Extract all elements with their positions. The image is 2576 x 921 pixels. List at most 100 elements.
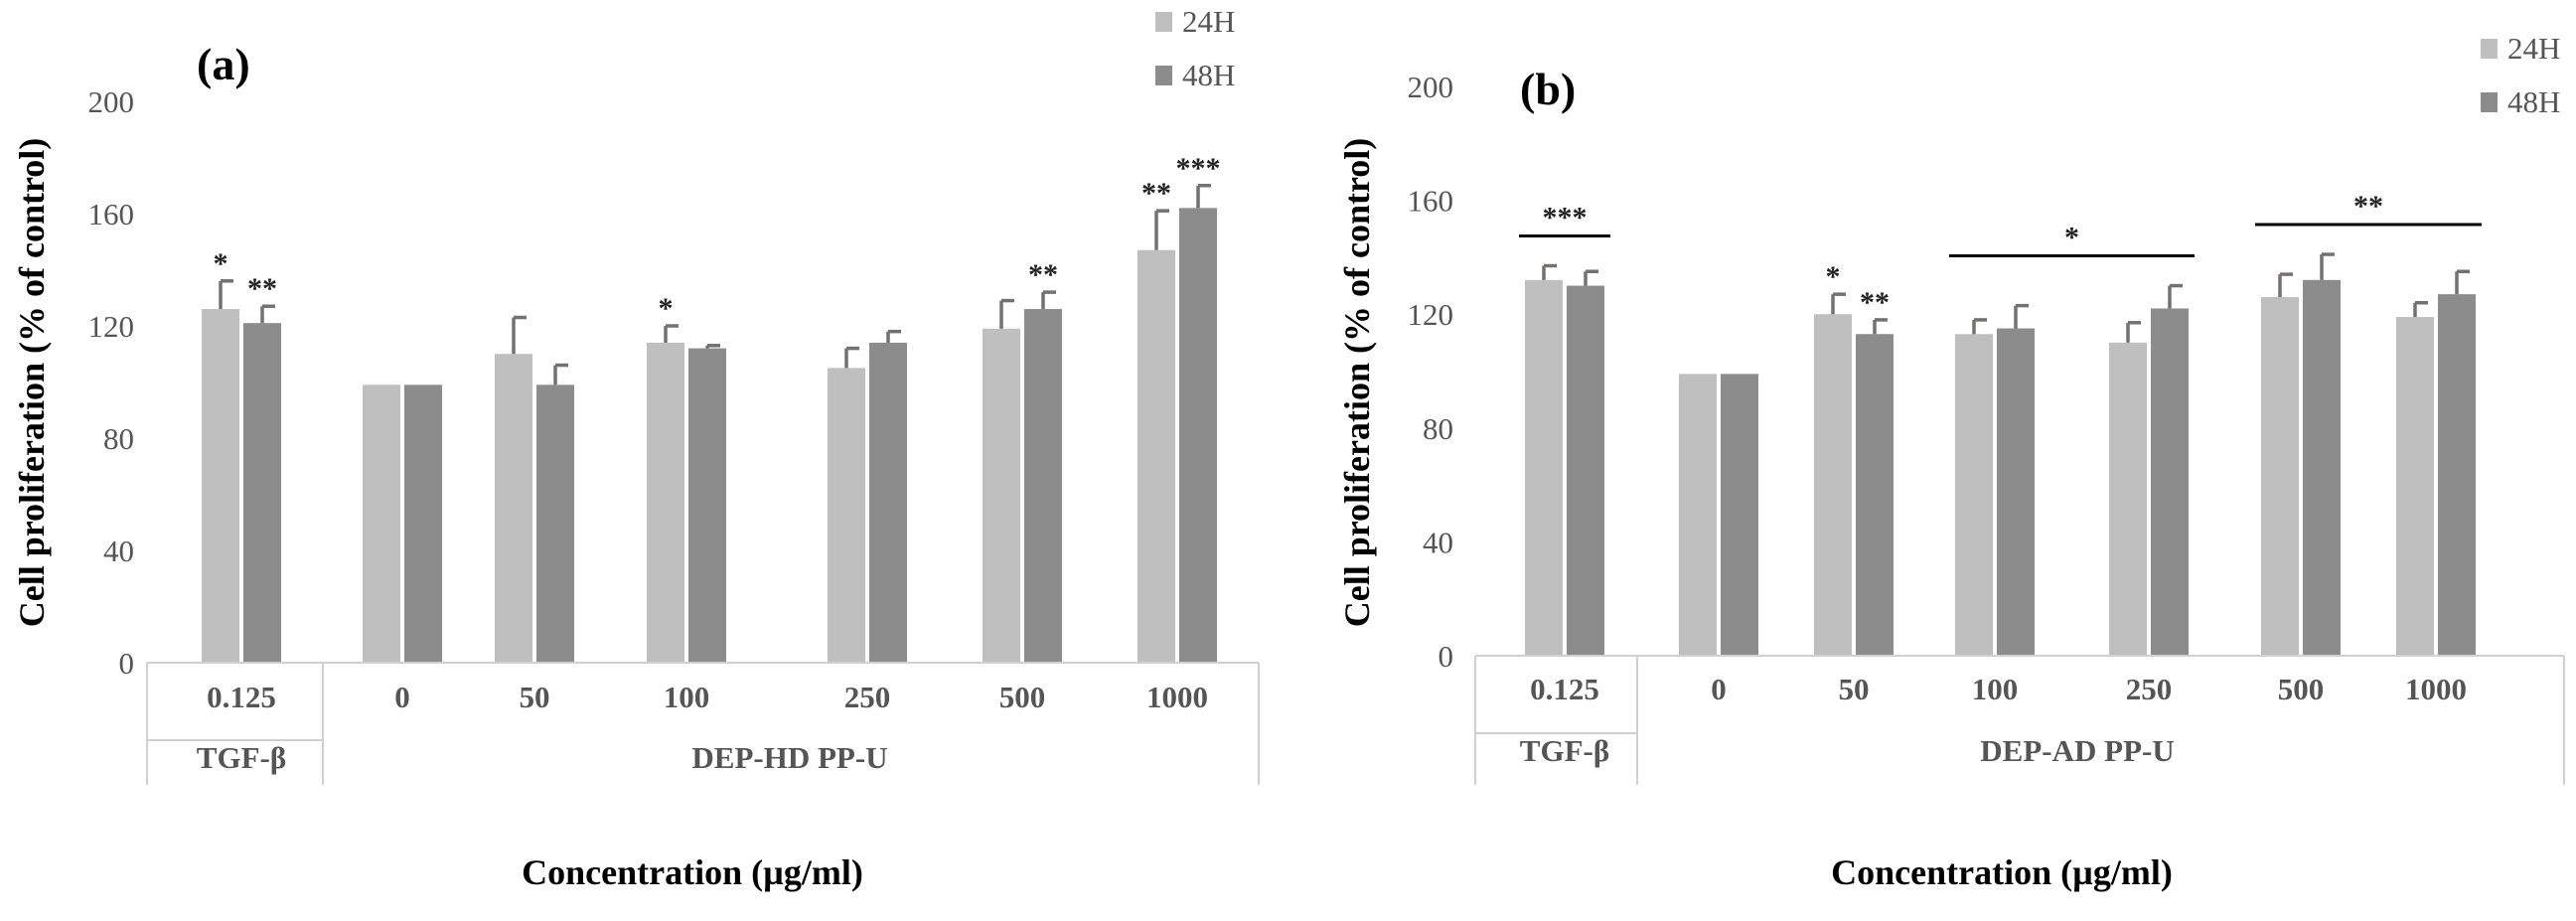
a-category-label: 250	[844, 680, 891, 714]
panel-b-error-bars	[1542, 252, 2470, 343]
b-bar-48h-2	[1856, 334, 1894, 656]
panel-b-group-labels: TGF-β DEP-AD PP-U	[1520, 733, 2175, 768]
a-bar-24h-6	[1137, 249, 1175, 663]
a-bar-24h-1	[363, 384, 400, 663]
a-bar-48h-4	[869, 342, 907, 663]
panel-b-significance-brackets: ******	[1519, 190, 2482, 258]
b-category-label: 50	[1839, 672, 1870, 706]
panel-a-y-axis-title: Cell proliferation (% of control)	[12, 138, 52, 628]
panel-a-group-labels: TGF-β DEP-HD PP-U	[197, 740, 888, 775]
b-group-label: TGF-β	[1520, 733, 1609, 768]
a-y-tick-label: 0	[119, 646, 135, 681]
a-bar-48h-6	[1179, 208, 1217, 663]
b-bar-24h-6	[2396, 317, 2434, 656]
a-group-label: DEP-HD PP-U	[691, 740, 887, 775]
b-bar-24h-2	[1814, 314, 1852, 656]
b-bar-24h-0	[1525, 279, 1563, 656]
panel-b-label: (b)	[1520, 64, 1576, 114]
b-group-label: DEP-AD PP-U	[1980, 733, 2174, 768]
panel-b-legend: 24H 48H	[2481, 31, 2560, 119]
b-bar-24h-4	[2109, 342, 2147, 656]
b-legend-label: 24H	[2507, 31, 2560, 66]
a-group-label: TGF-β	[197, 740, 286, 775]
panel-a-error-bars	[219, 184, 1211, 385]
b-y-tick-label: 0	[1439, 639, 1454, 674]
a-bar-24h-2	[495, 354, 532, 663]
a-category-label: 0.125	[207, 680, 276, 714]
b-bracket-label-2: **	[2353, 190, 2383, 223]
panel-a-label: (a)	[197, 39, 250, 89]
b-y-tick-label: 160	[1408, 184, 1454, 219]
panel-b-y-ticks: 0 40 80 120 160 200	[1408, 70, 1454, 674]
b-category-label: 0	[1711, 672, 1727, 706]
b-bar-48h-6	[2438, 294, 2476, 656]
b-bar-24h-3	[1955, 334, 1993, 656]
a-sig-label: ***	[1176, 152, 1221, 185]
panel-a-x-axis-title: Concentration (µg/ml)	[522, 852, 863, 892]
a-category-label: 500	[999, 680, 1046, 714]
panel-a-bars	[202, 208, 1217, 663]
a-y-tick-label: 80	[103, 421, 134, 456]
a-category-label: 100	[664, 680, 710, 714]
a-legend-swatch-48h	[1155, 66, 1172, 85]
b-bar-48h-0	[1567, 285, 1604, 656]
a-sig-label: *	[659, 292, 674, 325]
chart-panel-b: (b) Cell proliferation (% of control) 0 4…	[1337, 31, 2565, 892]
panel-a-category-labels: 0.125 0 50 100 250 500 1000	[207, 680, 1208, 714]
panel-a-y-ticks: 0 40 80 120 160 200	[88, 84, 135, 681]
chart-panel-a: (a) Cell proliferation (% of control) 0 4…	[12, 4, 1260, 892]
b-bar-24h-1	[1679, 374, 1717, 656]
a-bar-24h-0	[202, 309, 239, 663]
b-bar-48h-5	[2303, 279, 2341, 656]
b-y-tick-label: 80	[1423, 411, 1453, 446]
a-legend-swatch-24h	[1155, 12, 1172, 32]
a-category-label: 50	[520, 680, 550, 714]
b-sig-label: **	[1860, 286, 1890, 319]
a-category-label: 0	[394, 680, 410, 714]
b-legend-label: 48H	[2507, 84, 2560, 119]
a-y-tick-label: 40	[103, 534, 134, 568]
b-category-label: 0.125	[1530, 672, 1599, 706]
panel-b-category-labels: 0.125 0 50 100 250 500 1000	[1530, 672, 2467, 706]
panel-b-category-axis	[1474, 655, 2565, 785]
b-bracket-label-0: ***	[1543, 201, 1588, 233]
a-bar-24h-3	[647, 342, 684, 663]
panel-b-y-axis-title: Cell proliferation (% of control)	[1337, 138, 1377, 628]
a-bar-48h-3	[688, 348, 726, 663]
b-category-label: 500	[2278, 672, 2325, 706]
a-category-label: 1000	[1146, 680, 1208, 714]
b-legend-swatch-48h	[2481, 92, 2498, 112]
a-bar-48h-2	[536, 384, 574, 663]
b-category-label: 1000	[2405, 672, 2467, 706]
panel-a-legend: 24H 48H	[1155, 4, 1235, 92]
a-bar-48h-5	[1024, 309, 1062, 663]
a-sig-label: *	[214, 247, 228, 280]
a-y-tick-label: 160	[88, 197, 135, 231]
b-legend-swatch-24h	[2481, 39, 2498, 59]
a-y-tick-label: 120	[88, 309, 135, 344]
a-bar-24h-5	[983, 328, 1020, 663]
b-category-label: 250	[2126, 672, 2173, 706]
b-bar-48h-3	[1997, 328, 2035, 656]
a-y-tick-label: 200	[88, 84, 135, 119]
panel-b-bars	[1525, 279, 2476, 656]
a-sig-label: **	[1028, 258, 1058, 291]
panel-b-significance: ***	[1826, 260, 1891, 319]
a-sig-label: **	[1141, 177, 1171, 210]
b-sig-label: *	[1826, 260, 1841, 293]
a-legend-label: 24H	[1182, 4, 1235, 39]
b-y-tick-label: 40	[1423, 525, 1453, 559]
a-legend-label: 48H	[1182, 58, 1235, 92]
b-bar-48h-1	[1721, 374, 1758, 656]
b-bar-48h-4	[2151, 308, 2189, 656]
b-y-tick-label: 120	[1408, 297, 1454, 332]
a-sig-label: **	[247, 272, 277, 305]
a-bar-24h-4	[828, 368, 865, 663]
panel-a-significance: ****** *****	[214, 152, 1221, 325]
panel-b-x-axis-title: Concentration (µg/ml)	[1831, 852, 2173, 892]
b-y-tick-label: 200	[1408, 70, 1454, 104]
a-bar-48h-0	[243, 323, 281, 663]
panel-a-category-axis	[146, 662, 1260, 785]
b-bar-24h-5	[2261, 297, 2299, 656]
